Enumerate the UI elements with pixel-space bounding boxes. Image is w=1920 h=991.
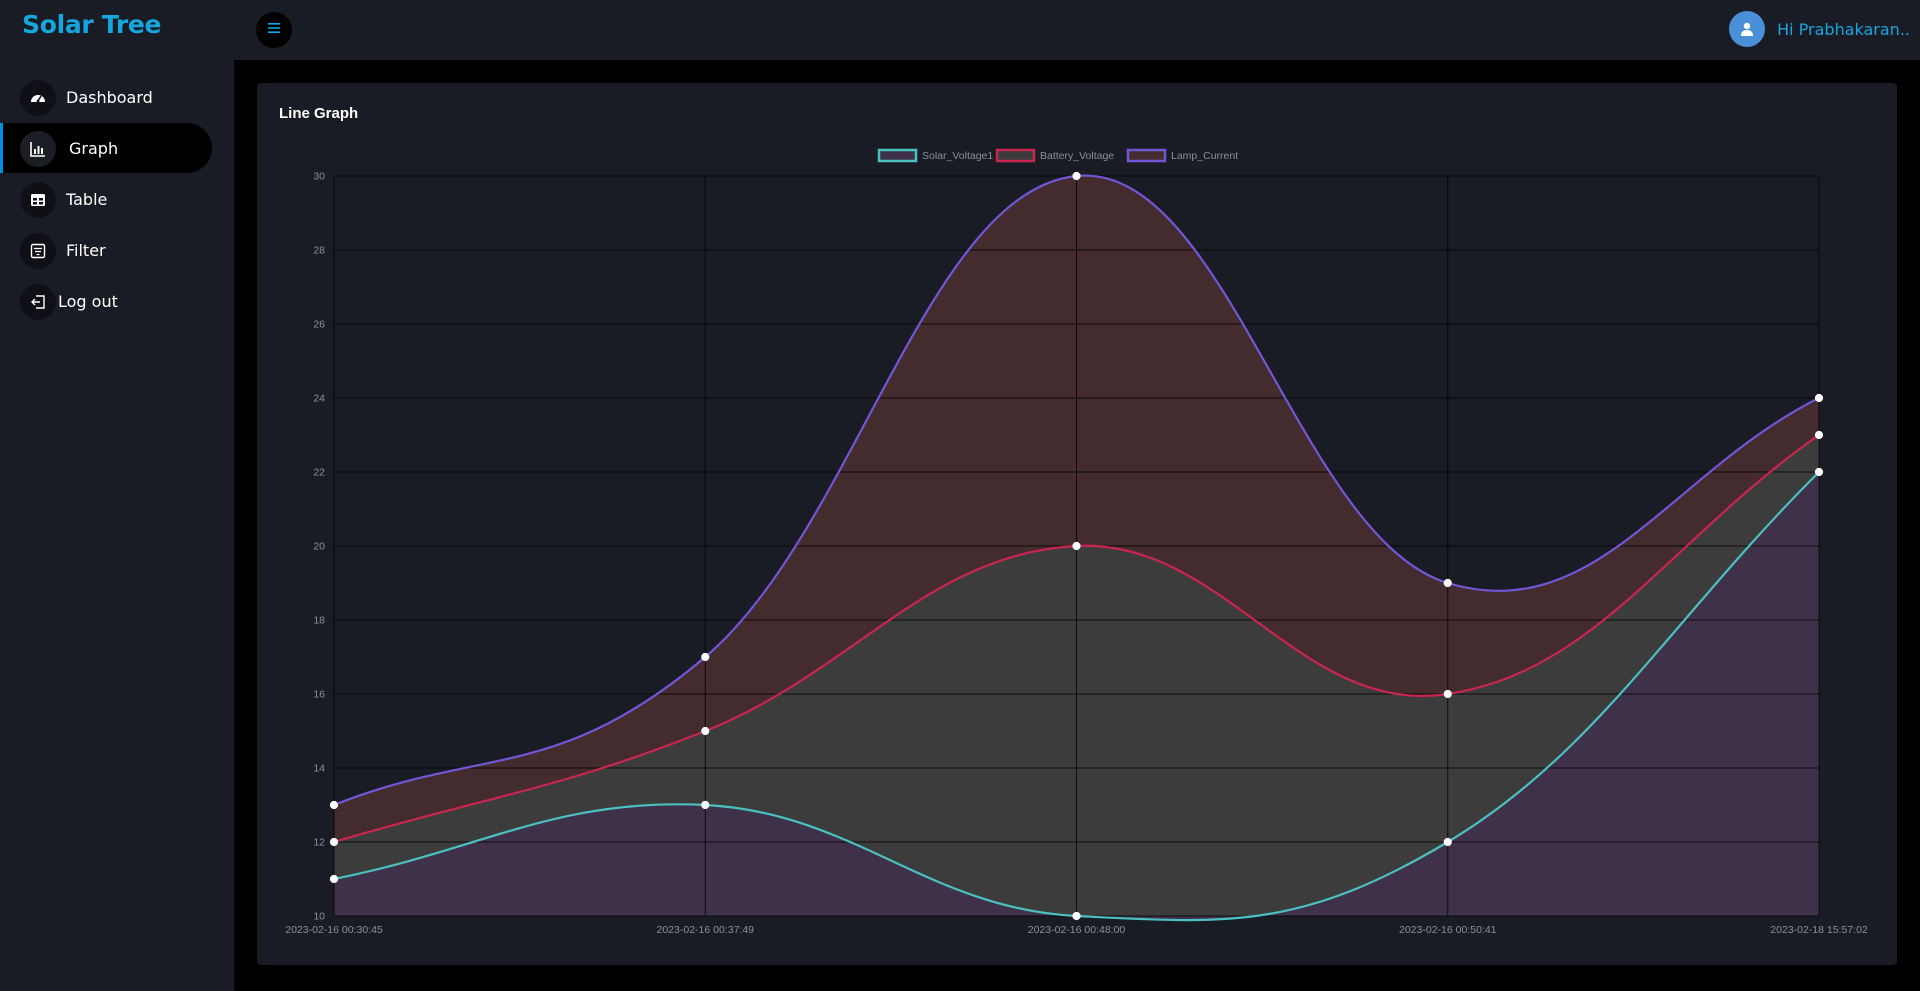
user-profile-dropdown[interactable]: Hi Prabhakaran.. [1729, 10, 1910, 48]
sidebar-item-filter[interactable]: Filter [0, 225, 212, 275]
data-point-battery [1443, 689, 1452, 699]
data-point-lamp [1814, 393, 1824, 403]
data-point-solar [1072, 911, 1081, 921]
x-tick-label: 2023-02-16 00:30:45 [285, 924, 383, 936]
sidebar-item-label: Filter [66, 240, 106, 260]
sidebar-item-label: Log out [58, 291, 118, 311]
series-line-solar [333, 471, 1820, 922]
legend-label: Lamp_Current [1171, 150, 1238, 162]
legend-swatch [995, 148, 1036, 163]
data-point-lamp [1072, 171, 1081, 181]
x-tick-label: 2023-02-18 15:57:02 [1770, 924, 1868, 936]
sidebar-item-dashboard[interactable]: Dashboard [0, 72, 212, 122]
sidebar-item-table[interactable]: Table [0, 174, 212, 224]
legend-item-battery: Battery_Voltage [995, 148, 1114, 163]
menu-icon [267, 21, 281, 39]
x-tick-label: 2023-02-16 00:48:00 [1028, 924, 1126, 936]
legend-item-lamp: Lamp_Current [1126, 148, 1238, 163]
data-point-battery [701, 726, 710, 736]
series-line-battery [333, 434, 1820, 844]
legend-label: Battery_Voltage [1040, 150, 1114, 162]
legend-label: Solar_Voltage1 [922, 150, 993, 162]
line-graph-chart: 10 12 14 16 18 20 22 24 26 28 30 2023-02-16 00:30:4… [285, 148, 1868, 936]
y-tick-label: 18 [313, 615, 325, 627]
data-point-lamp [1443, 578, 1452, 588]
data-point-solar [701, 800, 710, 810]
data-point-battery [329, 837, 339, 847]
card-title: Line Graph [279, 105, 359, 122]
user-avatar-icon [1729, 11, 1766, 47]
data-point-solar [329, 874, 339, 884]
data-point-battery [1072, 541, 1081, 551]
x-tick-label: 2023-02-16 00:50:41 [1399, 924, 1497, 936]
user-greeting: Hi Prabhakaran.. [1777, 19, 1910, 39]
y-tick-label: 28 [313, 245, 325, 257]
y-tick-label: 10 [313, 911, 325, 923]
legend-swatch [877, 148, 918, 163]
y-tick-label: 22 [313, 467, 325, 479]
data-point-lamp [701, 652, 710, 662]
data-point-solar [1443, 837, 1452, 847]
y-tick-label: 20 [313, 541, 325, 553]
app-logo-title[interactable]: Solar Tree [22, 10, 162, 39]
y-tick-label: 26 [313, 319, 325, 331]
dashboard-gauge-icon [20, 80, 56, 116]
filter-icon [20, 233, 56, 269]
menu-toggle-button[interactable] [256, 12, 292, 48]
sidebar-item-label: Table [66, 189, 108, 209]
table-icon [20, 182, 56, 218]
data-point-battery [1814, 430, 1824, 440]
bar-chart-icon [20, 131, 56, 167]
line-graph-card: Line Graph 10 12 14 16 18 20 22 24 26 28 30 2023-02… [257, 83, 1897, 965]
sidebar-item-logout[interactable]: Log out [0, 276, 212, 326]
sidebar-item-label: Graph [69, 138, 119, 158]
y-tick-label: 14 [313, 763, 325, 775]
legend-item-solar: Solar_Voltage1 [877, 148, 993, 163]
y-tick-label: 24 [313, 393, 325, 405]
sidebar: Solar Tree Dashboard Graph Table Filter [0, 0, 234, 991]
top-navbar: Hi Prabhakaran.. [234, 0, 1920, 60]
legend-swatch [1126, 148, 1167, 163]
data-point-lamp [329, 800, 339, 810]
sidebar-item-graph[interactable]: Graph [0, 123, 212, 173]
sidebar-item-label: Dashboard [66, 87, 153, 107]
x-tick-label: 2023-02-16 00:37:49 [657, 924, 755, 936]
y-tick-label: 12 [313, 837, 325, 849]
sidebar-nav: Dashboard Graph Table Filter Log out [0, 72, 234, 327]
data-point-solar [1814, 467, 1824, 477]
y-tick-label: 30 [313, 171, 325, 183]
y-tick-label: 16 [313, 689, 325, 701]
logout-icon [20, 284, 56, 320]
